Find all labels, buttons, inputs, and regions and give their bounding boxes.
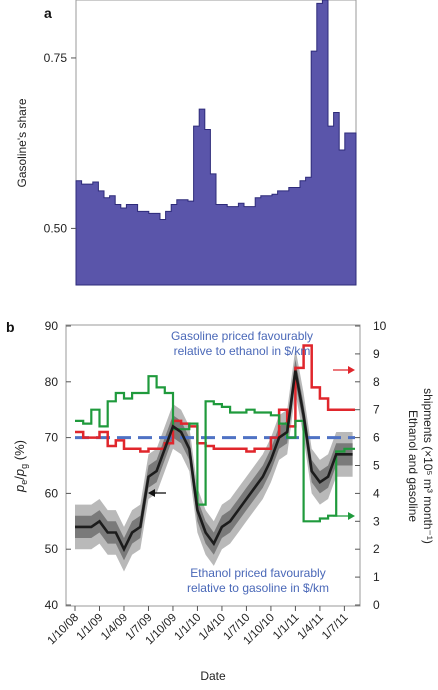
panel-b-right-ticks: 0 1 2 3 4 5 6 7 8 9 10 bbox=[355, 319, 387, 612]
right-y-tick-label: 9 bbox=[373, 347, 380, 361]
left-axis-arrow bbox=[148, 489, 166, 497]
ethanol-shipments-line bbox=[75, 375, 355, 523]
right-axis-arrow-green bbox=[333, 512, 355, 520]
panel-a-plot: 0.50 0.75 bbox=[44, 0, 357, 286]
panel-b-label: b bbox=[6, 319, 15, 335]
right-y-tick-label: 8 bbox=[373, 375, 380, 389]
right-y-tick-label: 0 bbox=[373, 598, 380, 612]
right-y-tick-label: 10 bbox=[373, 319, 387, 333]
date-tick-label: 1/10/08 bbox=[46, 612, 82, 648]
left-y-tick-label: 70 bbox=[45, 431, 59, 445]
annotation-gasoline-favourable-line2: relative to ethanol in $/km bbox=[174, 344, 311, 358]
panel-b-right-y-label-line2: shipments (×10⁵ m³ month⁻¹) bbox=[421, 388, 435, 544]
right-y-tick-label: 6 bbox=[373, 431, 380, 445]
date-tick-label: 1/4/09 bbox=[99, 612, 130, 643]
gasoline-shipments-line bbox=[75, 344, 355, 453]
pe-pg-outer-band bbox=[75, 348, 353, 572]
date-tick-label: 1/7/11 bbox=[320, 612, 350, 642]
panel-a-label: a bbox=[44, 5, 52, 21]
annotation-gasoline-favourable-line1: Gasoline priced favourably bbox=[171, 329, 313, 343]
date-tick-label: 1/1/10 bbox=[172, 612, 203, 643]
panel-a-y-label: Gasoline's share bbox=[15, 98, 29, 187]
right-axis-arrow-red bbox=[333, 366, 355, 374]
left-y-tick-label: 60 bbox=[45, 486, 59, 500]
left-y-tick-label: 90 bbox=[45, 319, 59, 333]
pe-pg-median-line bbox=[75, 370, 353, 553]
right-y-tick-label: 2 bbox=[373, 542, 380, 556]
panel-a-y-tick-label: 0.75 bbox=[44, 51, 68, 65]
left-y-tick-label: 40 bbox=[45, 598, 59, 612]
right-y-tick-label: 4 bbox=[373, 486, 380, 500]
date-tick-label: 1/1/09 bbox=[75, 612, 106, 643]
panel-a-y-tick-label: 0.50 bbox=[44, 221, 68, 235]
left-y-tick-label: 50 bbox=[45, 542, 59, 556]
gasoline-share-area bbox=[75, 0, 357, 286]
right-y-tick-label: 3 bbox=[373, 514, 380, 528]
date-tick-label: 1/4/11 bbox=[296, 612, 326, 642]
right-y-tick-label: 7 bbox=[373, 403, 380, 417]
pe-pg-inner-band bbox=[75, 359, 353, 561]
panel-b-date-ticks: 1/10/081/1/091/4/091/7/091/10/091/1/101/… bbox=[46, 606, 351, 647]
panel-b-plot bbox=[75, 344, 355, 572]
left-y-tick-label: 80 bbox=[45, 375, 59, 389]
panel-b-left-ticks: 40 50 60 70 80 90 bbox=[45, 319, 71, 612]
right-y-tick-label: 5 bbox=[373, 459, 380, 473]
date-tick-label: 1/1/11 bbox=[271, 612, 301, 642]
panel-a-y-ticks: 0.50 0.75 bbox=[44, 51, 76, 235]
annotation-ethanol-favourable-line1: Ethanol priced favourably bbox=[190, 566, 325, 580]
panel-b-right-y-label-line1: Ethanol and gasoline bbox=[406, 410, 420, 522]
panel-b-left-y-label: pe/pg (%) bbox=[12, 440, 29, 493]
panel-b-x-label: Date bbox=[200, 669, 226, 683]
right-y-tick-label: 1 bbox=[373, 570, 380, 584]
annotation-ethanol-favourable-line2: relative to gasoline in $/km bbox=[187, 581, 329, 595]
date-tick-label: 1/4/10 bbox=[197, 612, 228, 643]
